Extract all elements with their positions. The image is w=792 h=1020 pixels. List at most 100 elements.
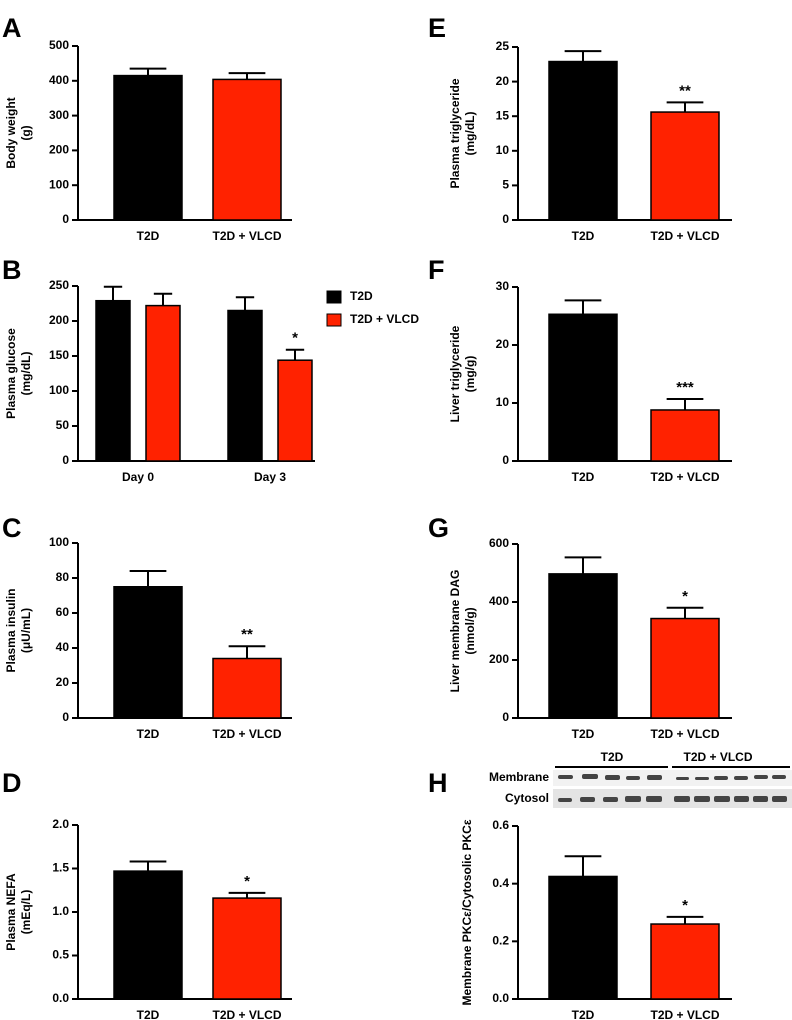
x-tick-label: T2D: [572, 727, 595, 741]
x-tick-label: T2D + VLCD: [650, 229, 719, 243]
y-axis-label: (mEq/L): [19, 890, 33, 935]
y-tick-label: 150: [49, 348, 69, 362]
x-tick-label: Day 3: [254, 470, 286, 484]
bar: [113, 74, 183, 221]
blot-strip: [553, 770, 792, 786]
y-tick-label: 0: [502, 212, 509, 226]
y-tick-label: 2.0: [52, 817, 69, 831]
x-tick-label: T2D + VLCD: [212, 1008, 281, 1020]
y-tick-label: 300: [49, 108, 69, 122]
y-tick-label: 500: [49, 38, 69, 52]
significance-label: **: [241, 626, 253, 643]
y-tick-label: 600: [489, 536, 509, 550]
blot-group-label: T2D: [601, 750, 624, 764]
bar: [548, 875, 618, 1000]
significance-label: *: [682, 897, 688, 914]
y-tick-label: 20: [496, 74, 510, 88]
panel-letter: B: [2, 255, 22, 285]
panel: D Plasma NEFA (mEq/L) 0.0 0.5 1.0 1.5 2.0 T2D T2D…: [2, 768, 292, 1020]
x-tick-label: T2D: [137, 1008, 160, 1020]
y-tick-label: 0.2: [492, 934, 509, 948]
bar: [548, 60, 618, 221]
bar: [650, 409, 720, 462]
significance-label: *: [682, 588, 688, 605]
y-tick-label: 40: [56, 640, 70, 654]
y-tick-label: 0: [502, 453, 509, 467]
y-tick-label: 400: [49, 73, 69, 87]
bar: [212, 897, 282, 1000]
x-tick-label: Day 0: [122, 470, 154, 484]
western-blot: [553, 766, 792, 808]
y-tick-label: 200: [49, 143, 69, 157]
y-tick-label: 100: [49, 535, 69, 549]
panel-letter: H: [428, 768, 448, 798]
x-tick-label: T2D: [572, 229, 595, 243]
y-tick-label: 100: [49, 177, 69, 191]
panel-letter: D: [2, 768, 22, 798]
panel: A Body weight (g) 0 100 200 300 400 500 T2D T2D + …: [2, 13, 292, 243]
y-axis-label: (mg/dL): [19, 352, 33, 396]
bar: [227, 309, 263, 462]
y-axis-label: (nmol/g): [463, 607, 477, 654]
panel-letter: G: [428, 513, 449, 543]
y-axis-label: Plasma glucose: [4, 328, 18, 419]
y-tick-label: 80: [56, 570, 70, 584]
y-tick-label: 0: [62, 710, 69, 724]
bar: [212, 78, 282, 221]
y-axis-label: Plasma NEFA: [4, 873, 18, 951]
y-tick-label: 50: [56, 418, 70, 432]
significance-label: **: [679, 82, 691, 99]
x-tick-label: T2D: [572, 1008, 595, 1020]
y-tick-label: 20: [496, 337, 510, 351]
legend-swatch: [326, 290, 342, 304]
blot-strip: [553, 789, 792, 808]
y-tick-label: 100: [49, 383, 69, 397]
panel: G Liver membrane DAG (nmol/g) 0 200 400 600 T2D…: [428, 513, 732, 741]
bar: [548, 313, 618, 462]
panel: H Membrane PKCε/Cytosolic PKCε 0.0 0.2 0.4 0.…: [428, 750, 753, 1020]
y-tick-label: 400: [489, 594, 509, 608]
bar: [95, 299, 131, 462]
significance-label: *: [292, 330, 298, 347]
y-tick-label: 0.0: [52, 991, 69, 1005]
bar: [548, 573, 618, 719]
y-tick-label: 30: [496, 279, 510, 293]
y-tick-label: 5: [502, 178, 509, 192]
significance-label: ***: [676, 379, 694, 396]
panel: F Liver triglyceride (mg/g) 0 10 20 30 T2D T2D +…: [428, 255, 732, 484]
y-axis-label: (g): [19, 125, 33, 140]
bar: [277, 359, 313, 462]
blot-group-label: T2D + VLCD: [683, 750, 752, 764]
x-tick-label: T2D + VLCD: [212, 229, 281, 243]
x-tick-label: T2D + VLCD: [212, 727, 281, 741]
significance-label: *: [244, 873, 250, 890]
panel: C Plasma insulin (μU/mL) 0 20 40 60 80 100 T2D T2D…: [2, 513, 292, 741]
y-axis-label: Membrane PKCε/Cytosolic PKCε: [460, 819, 474, 1005]
panel-letter: C: [2, 513, 22, 543]
y-tick-label: 0.0: [492, 991, 509, 1005]
bar: [650, 617, 720, 719]
y-tick-label: 0: [62, 212, 69, 226]
y-tick-label: 60: [56, 605, 70, 619]
x-tick-label: T2D: [137, 229, 160, 243]
y-tick-label: 0.6: [492, 818, 509, 832]
blot-bands: [558, 774, 787, 802]
y-tick-label: 1.5: [52, 861, 69, 875]
y-tick-label: 200: [49, 313, 69, 327]
y-tick-label: 250: [49, 278, 69, 292]
panel: B Plasma glucose (mg/dL) 0 50 100 150 200 250 Day…: [2, 255, 419, 484]
bar: [650, 923, 720, 1000]
bar: [113, 870, 183, 1000]
panel: E Plasma triglyceride (mg/dL) 0 5 10 15 20 25 T2D…: [428, 13, 732, 243]
y-axis-label: (μU/mL): [19, 608, 33, 653]
y-axis-label: (mg/dL): [463, 112, 477, 156]
y-tick-label: 20: [56, 675, 70, 689]
x-tick-label: T2D + VLCD: [650, 1008, 719, 1020]
y-tick-label: 15: [496, 108, 510, 122]
y-axis-label: Liver membrane DAG: [448, 570, 462, 693]
panel-letter: F: [428, 255, 445, 285]
blot-row-label: Membrane: [489, 770, 549, 784]
bar: [145, 304, 181, 462]
